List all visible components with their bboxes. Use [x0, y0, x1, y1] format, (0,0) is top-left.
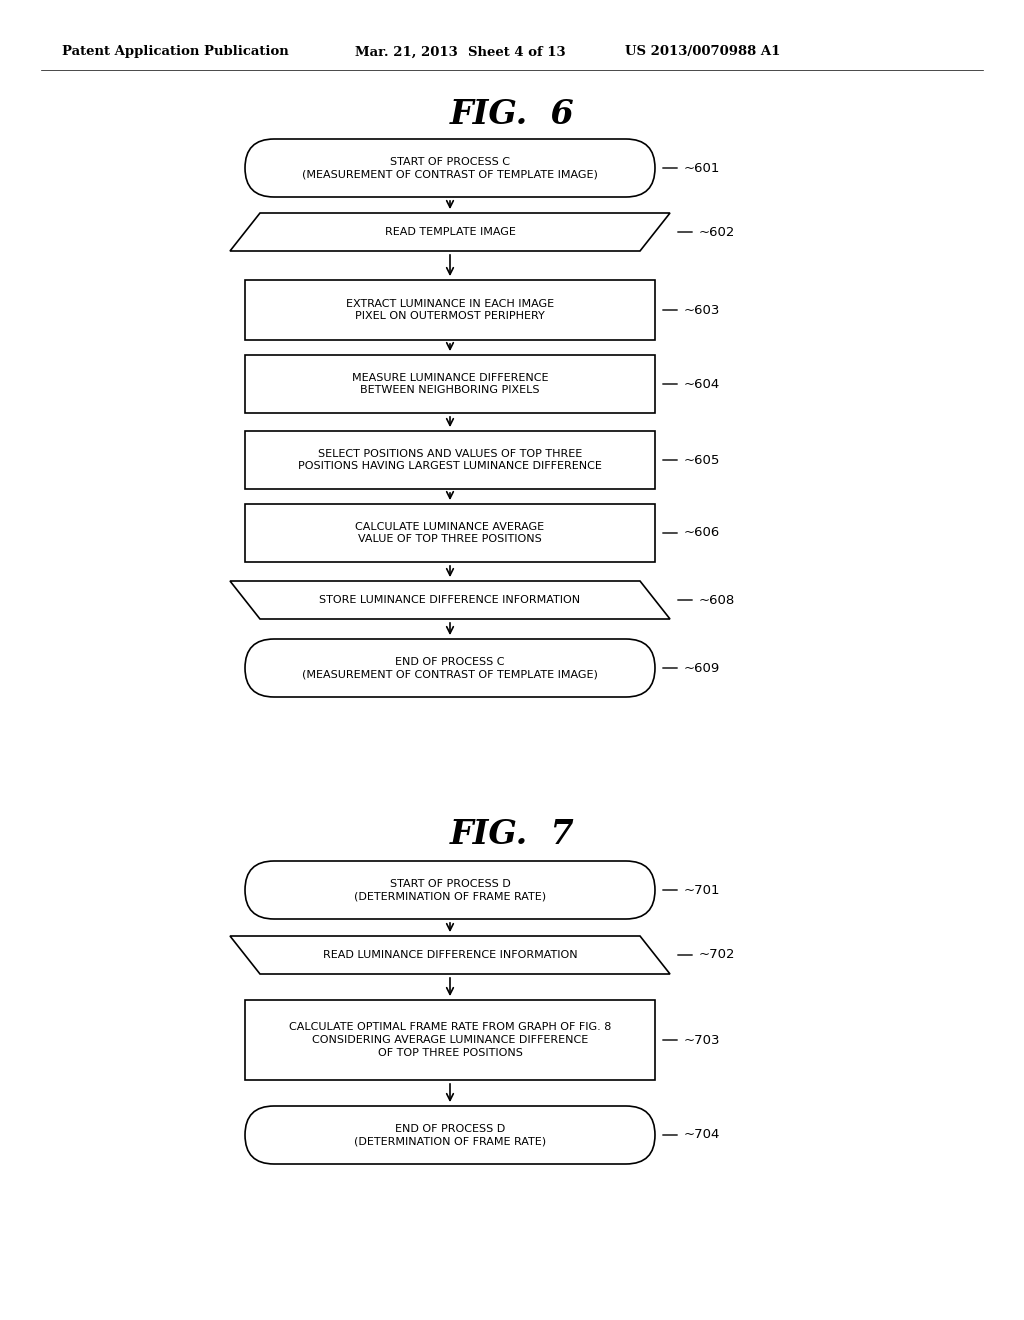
- Text: START OF PROCESS C
(MEASUREMENT OF CONTRAST OF TEMPLATE IMAGE): START OF PROCESS C (MEASUREMENT OF CONTR…: [302, 157, 598, 180]
- Polygon shape: [230, 581, 670, 619]
- Text: Mar. 21, 2013: Mar. 21, 2013: [355, 45, 458, 58]
- Text: ~608: ~608: [699, 594, 735, 606]
- Text: END OF PROCESS C
(MEASUREMENT OF CONTRAST OF TEMPLATE IMAGE): END OF PROCESS C (MEASUREMENT OF CONTRAS…: [302, 656, 598, 680]
- Text: ~601: ~601: [684, 161, 720, 174]
- Text: EXTRACT LUMINANCE IN EACH IMAGE
PIXEL ON OUTERMOST PERIPHERY: EXTRACT LUMINANCE IN EACH IMAGE PIXEL ON…: [346, 298, 554, 321]
- Text: ~605: ~605: [684, 454, 720, 466]
- Text: ~702: ~702: [699, 949, 735, 961]
- Text: MEASURE LUMINANCE DIFFERENCE
BETWEEN NEIGHBORING PIXELS: MEASURE LUMINANCE DIFFERENCE BETWEEN NEI…: [352, 372, 548, 396]
- FancyBboxPatch shape: [245, 861, 655, 919]
- Text: ~703: ~703: [684, 1034, 721, 1047]
- Text: START OF PROCESS D
(DETERMINATION OF FRAME RATE): START OF PROCESS D (DETERMINATION OF FRA…: [354, 879, 546, 902]
- FancyBboxPatch shape: [245, 139, 655, 197]
- Text: CALCULATE OPTIMAL FRAME RATE FROM GRAPH OF FIG. 8
CONSIDERING AVERAGE LUMINANCE : CALCULATE OPTIMAL FRAME RATE FROM GRAPH …: [289, 1022, 611, 1057]
- FancyBboxPatch shape: [245, 280, 655, 341]
- FancyBboxPatch shape: [245, 639, 655, 697]
- Text: ~704: ~704: [684, 1129, 720, 1142]
- FancyBboxPatch shape: [245, 1106, 655, 1164]
- Text: Patent Application Publication: Patent Application Publication: [62, 45, 289, 58]
- Text: END OF PROCESS D
(DETERMINATION OF FRAME RATE): END OF PROCESS D (DETERMINATION OF FRAME…: [354, 1123, 546, 1146]
- Text: ~603: ~603: [684, 304, 720, 317]
- Text: ~606: ~606: [684, 527, 720, 540]
- Text: US 2013/0070988 A1: US 2013/0070988 A1: [625, 45, 780, 58]
- Text: FIG.  7: FIG. 7: [450, 818, 574, 851]
- Text: ~602: ~602: [699, 226, 735, 239]
- Polygon shape: [230, 213, 670, 251]
- FancyBboxPatch shape: [245, 355, 655, 413]
- FancyBboxPatch shape: [245, 1001, 655, 1080]
- Text: ~701: ~701: [684, 883, 721, 896]
- FancyBboxPatch shape: [245, 504, 655, 562]
- Polygon shape: [230, 936, 670, 974]
- Text: CALCULATE LUMINANCE AVERAGE
VALUE OF TOP THREE POSITIONS: CALCULATE LUMINANCE AVERAGE VALUE OF TOP…: [355, 521, 545, 544]
- Text: ~604: ~604: [684, 378, 720, 391]
- Text: FIG.  6: FIG. 6: [450, 99, 574, 132]
- Text: STORE LUMINANCE DIFFERENCE INFORMATION: STORE LUMINANCE DIFFERENCE INFORMATION: [319, 595, 581, 605]
- Text: READ LUMINANCE DIFFERENCE INFORMATION: READ LUMINANCE DIFFERENCE INFORMATION: [323, 950, 578, 960]
- Text: SELECT POSITIONS AND VALUES OF TOP THREE
POSITIONS HAVING LARGEST LUMINANCE DIFF: SELECT POSITIONS AND VALUES OF TOP THREE…: [298, 449, 602, 471]
- FancyBboxPatch shape: [245, 432, 655, 488]
- Text: Sheet 4 of 13: Sheet 4 of 13: [468, 45, 565, 58]
- Text: ~609: ~609: [684, 661, 720, 675]
- Text: READ TEMPLATE IMAGE: READ TEMPLATE IMAGE: [385, 227, 515, 238]
